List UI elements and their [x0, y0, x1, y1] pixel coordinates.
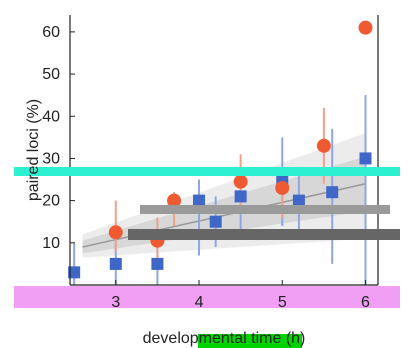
orange-point-2 [167, 193, 182, 208]
y-tick-label-3: 40 [42, 108, 60, 125]
orange-point-4 [275, 180, 290, 195]
x-tick-label-3: 6 [361, 294, 370, 311]
y-axis-title: paired loci (%) [25, 99, 42, 201]
blue-point-3 [193, 194, 206, 207]
blue-point-7 [292, 194, 305, 207]
blue-point-0 [68, 266, 81, 279]
y-tick-label-0: 10 [42, 235, 60, 252]
blue-point-2 [151, 257, 164, 270]
green-artifact-bar [198, 334, 302, 348]
x-tick-label-0: 3 [111, 294, 120, 311]
x-axis-title: developmental time (h) [143, 330, 306, 347]
blue-point-5 [234, 190, 247, 203]
orange-point-6 [358, 20, 373, 35]
blue-point-1 [109, 257, 122, 270]
blue-point-8 [326, 186, 339, 199]
magenta-artifact-bar [14, 286, 400, 308]
y-tick-label-2: 30 [42, 150, 60, 167]
x-tick-label-1: 4 [195, 294, 204, 311]
y-tick-label-5: 60 [42, 24, 60, 41]
orange-point-0 [108, 225, 123, 240]
blue-point-4 [209, 215, 222, 228]
cyan-artifact-bar [14, 167, 400, 176]
orange-point-5 [316, 138, 331, 153]
gray-artifact-bar-2 [128, 229, 400, 240]
x-tick-label-2: 5 [278, 294, 287, 311]
blue-point-9 [359, 152, 372, 165]
gray-artifact-bar-1 [140, 205, 390, 214]
orange-point-3 [233, 174, 248, 189]
y-tick-label-1: 20 [42, 193, 60, 210]
y-tick-label-4: 50 [42, 66, 60, 83]
